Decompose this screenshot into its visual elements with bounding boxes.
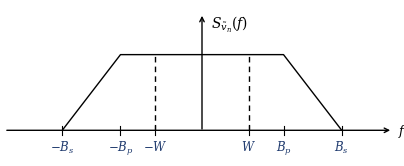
Text: $-B_s$: $-B_s$: [50, 140, 74, 156]
Text: $W$: $W$: [241, 140, 256, 154]
Text: $B_p$: $B_p$: [276, 140, 291, 158]
Text: $S_{\tilde{v}_n}(f)$: $S_{\tilde{v}_n}(f)$: [211, 15, 248, 35]
Text: $-W$: $-W$: [143, 140, 168, 154]
Text: $f$: $f$: [398, 123, 404, 140]
Text: $-B_p$: $-B_p$: [108, 140, 133, 158]
Text: $B_s$: $B_s$: [335, 140, 349, 156]
